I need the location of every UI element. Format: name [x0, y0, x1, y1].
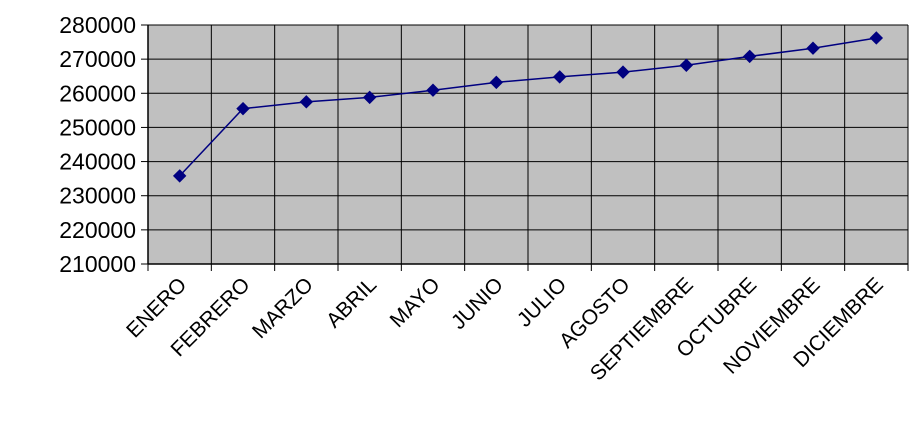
- data-point: [236, 101, 250, 116]
- y-tick-label: 240000: [59, 149, 136, 175]
- y-tick-label: 250000: [59, 114, 136, 140]
- x-tick-label: ABRIL: [322, 273, 381, 332]
- data-point: [552, 70, 567, 84]
- data-point: [299, 95, 314, 109]
- y-tick-label: 230000: [59, 183, 136, 209]
- x-tick-label: MARZO: [248, 273, 318, 343]
- y-tick-label: 210000: [59, 251, 136, 277]
- x-tick-label: JULIO: [513, 273, 571, 331]
- data-point: [489, 75, 504, 90]
- data-point: [869, 31, 884, 45]
- y-tick-label: 280000: [59, 12, 136, 38]
- y-tick-label: 270000: [59, 46, 136, 72]
- data-point: [616, 65, 630, 79]
- y-tick-label: 220000: [59, 217, 136, 243]
- x-tick-label: MAYO: [386, 273, 445, 332]
- data-point: [679, 58, 694, 72]
- series-line: [179, 37, 877, 177]
- data-point: [742, 49, 757, 64]
- data-point: [426, 83, 440, 97]
- data-point: [362, 90, 377, 105]
- data-point: [806, 41, 820, 55]
- y-tick-label: 260000: [59, 80, 136, 106]
- data-point: [172, 169, 187, 183]
- x-tick-label: JUNIO: [447, 273, 508, 334]
